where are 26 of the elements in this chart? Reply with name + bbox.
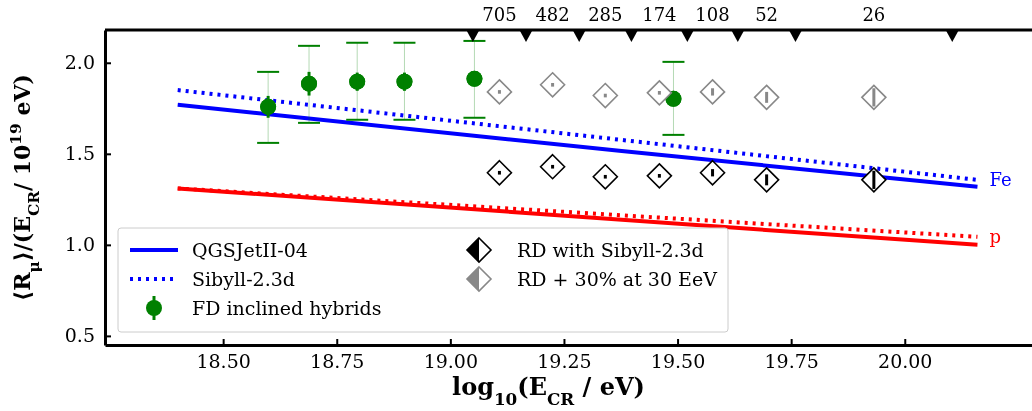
legend-label: RD with Sibyll-2.3d <box>517 239 704 261</box>
text: 108 <box>695 4 730 25</box>
text: 482 <box>535 4 570 25</box>
text: 26 <box>862 4 886 25</box>
x-tick-label: 20.00 <box>878 350 933 373</box>
y-tick-label: 1.0 <box>64 233 95 256</box>
legend-label: Sibyll-2.3d <box>192 268 295 290</box>
legend-label: QGSJetII-04 <box>192 239 308 261</box>
legend-label: RD + 30% at 30 EeV <box>517 268 718 290</box>
x-tick-label: 19.50 <box>650 350 706 373</box>
x-tick-label: 18.75 <box>310 350 365 373</box>
y-tick-label: 2.0 <box>64 51 95 74</box>
x-tick-label: 18.50 <box>196 350 251 373</box>
x-tick-label: 19.00 <box>423 350 479 373</box>
text: 52 <box>755 4 779 25</box>
y-tick-label: 0.5 <box>64 324 95 347</box>
x-tick-label: 19.25 <box>537 350 592 373</box>
annotation: p <box>989 225 1001 247</box>
text: 705 <box>482 4 517 25</box>
x-axis-title: log$_{10}$(E$_{CR}$ / eV) <box>452 372 645 409</box>
text: 285 <box>588 4 623 25</box>
legend-label: FD inclined hybrids <box>192 297 382 319</box>
x-tick-label: 19.75 <box>764 350 819 373</box>
annotation: Fe <box>989 168 1012 190</box>
y-tick-label: 1.5 <box>64 142 95 165</box>
text: 174 <box>642 4 677 25</box>
